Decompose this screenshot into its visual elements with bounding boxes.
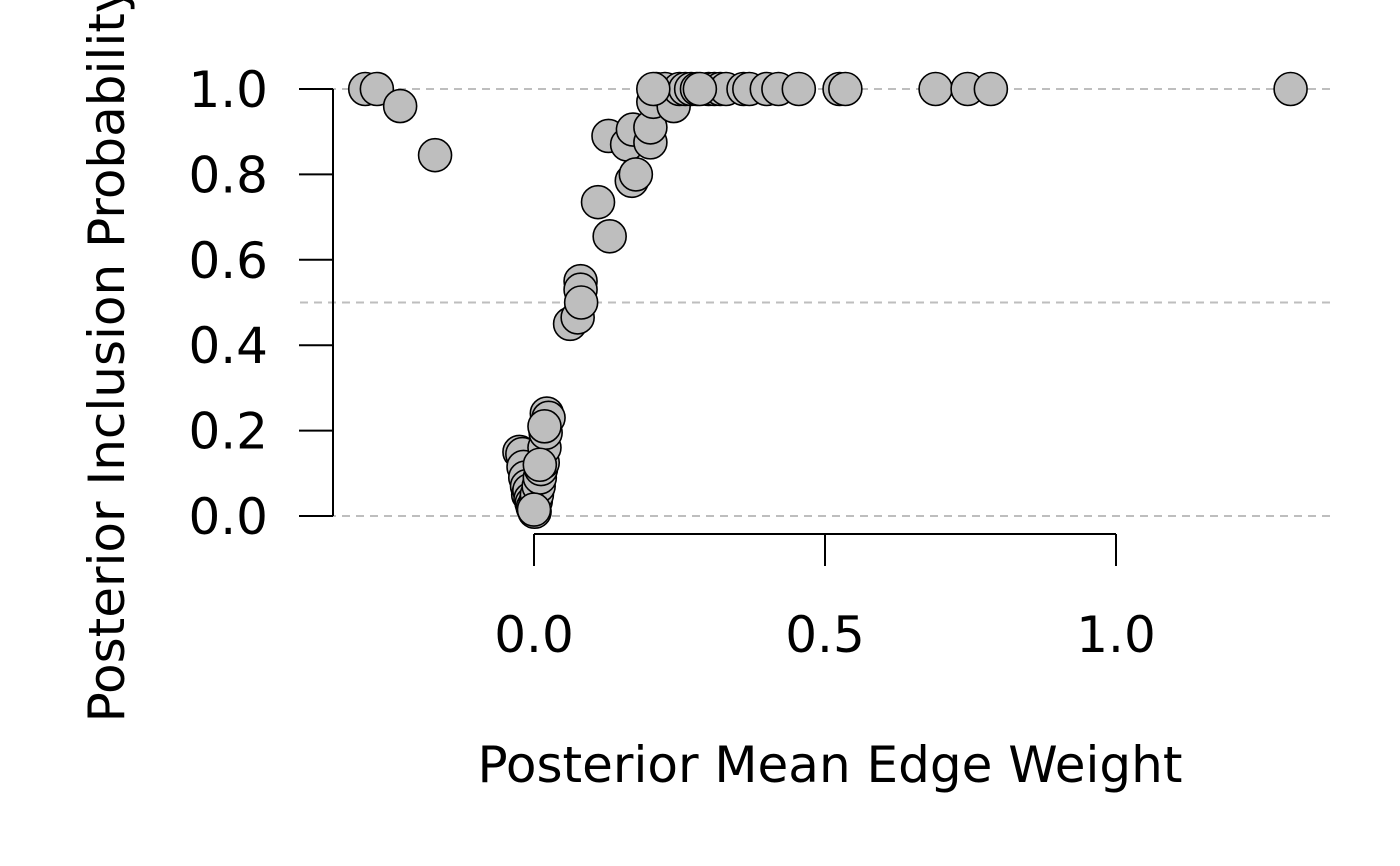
data-point xyxy=(359,71,395,107)
x-tick-label: 0.5 xyxy=(785,606,865,664)
y-tick-label: 1.0 xyxy=(188,61,268,119)
data-point xyxy=(636,71,671,107)
data-points xyxy=(347,71,1308,530)
data-point xyxy=(382,88,418,124)
data-point xyxy=(1273,71,1308,107)
x-tick-label: 1.0 xyxy=(1076,606,1156,664)
y-axis-title: Posterior Inclusion Probability xyxy=(78,0,136,722)
x-axis: 0.0 0.5 1.0 xyxy=(494,533,1156,664)
data-point xyxy=(417,137,453,173)
x-tick-label: 0.0 xyxy=(494,606,574,664)
data-point xyxy=(580,184,616,220)
data-point xyxy=(781,71,817,107)
y-axis: 0.0 0.2 0.4 0.6 0.8 1.0 xyxy=(188,61,334,546)
y-tick-label: 0.8 xyxy=(188,146,268,204)
data-point xyxy=(563,285,599,320)
data-point xyxy=(592,219,627,254)
data-point xyxy=(918,71,953,107)
data-point xyxy=(618,157,654,192)
data-point xyxy=(828,71,863,107)
reference-lines xyxy=(300,88,1330,517)
y-tick-label: 0.6 xyxy=(188,232,268,290)
data-point xyxy=(527,409,562,444)
data-point xyxy=(682,71,718,107)
y-tick-label: 0.0 xyxy=(188,488,268,546)
y-tick-label: 0.2 xyxy=(188,403,268,461)
x-axis-title: Posterior Mean Edge Weight xyxy=(478,736,1183,794)
data-point xyxy=(522,447,558,483)
data-point xyxy=(973,71,1009,107)
data-point xyxy=(516,492,552,527)
y-tick-label: 0.4 xyxy=(188,317,268,375)
